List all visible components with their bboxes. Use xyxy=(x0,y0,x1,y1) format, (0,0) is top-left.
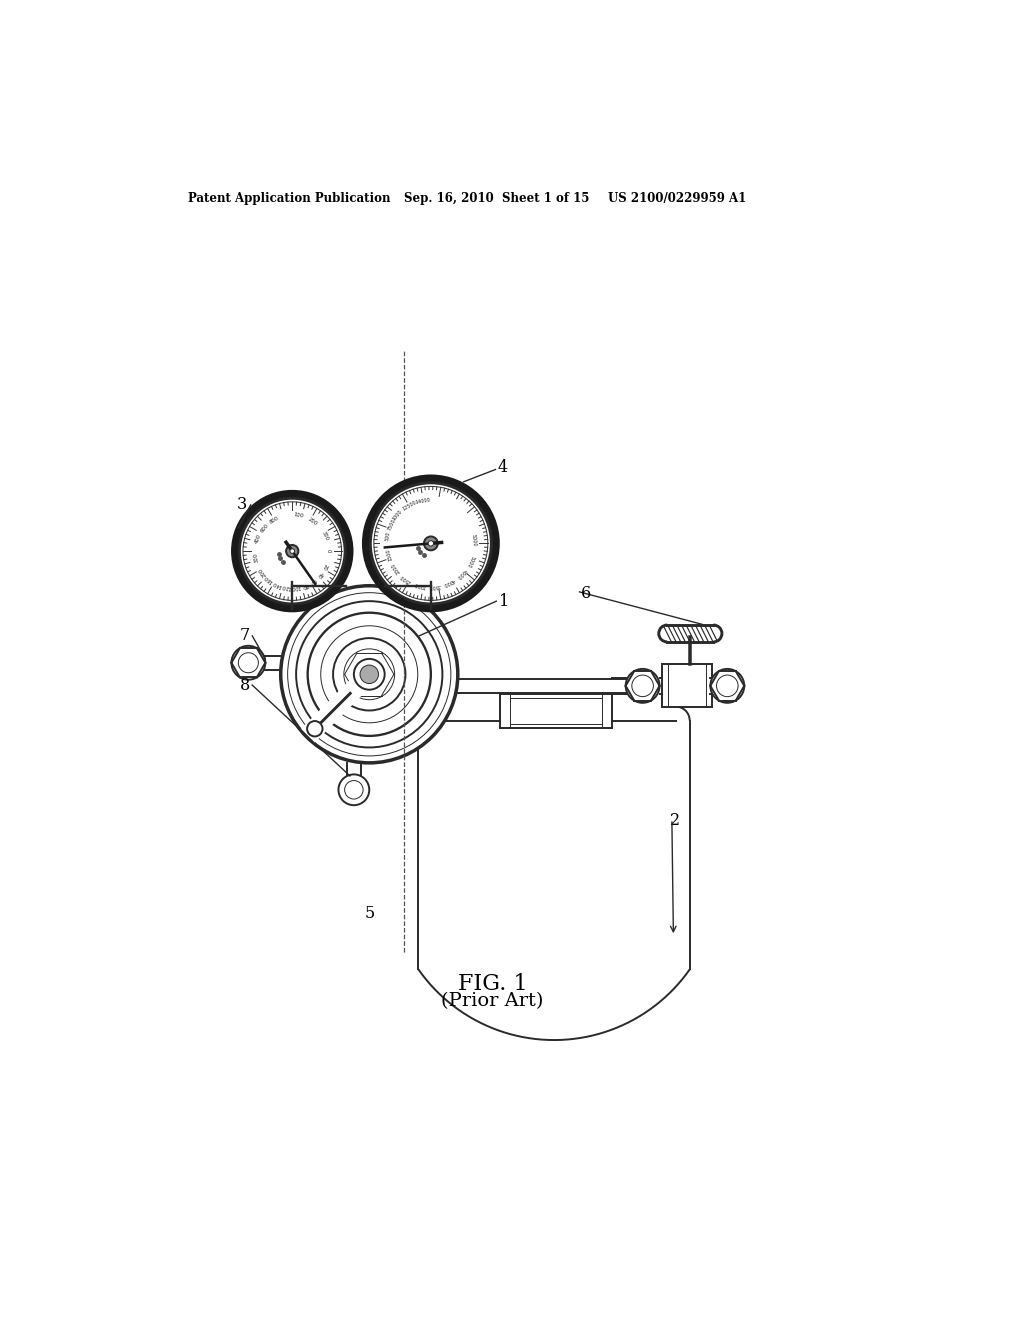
Text: 500: 500 xyxy=(385,531,391,541)
Text: 160: 160 xyxy=(263,574,274,583)
Circle shape xyxy=(428,541,433,546)
Text: 4000: 4000 xyxy=(442,578,456,587)
Circle shape xyxy=(290,549,295,553)
Text: 20: 20 xyxy=(322,562,329,570)
Text: 3: 3 xyxy=(237,496,247,513)
Circle shape xyxy=(374,487,487,601)
Circle shape xyxy=(281,586,458,763)
Text: 4: 4 xyxy=(497,459,507,477)
Text: 14000: 14000 xyxy=(416,498,431,504)
Text: 200: 200 xyxy=(258,566,267,577)
Text: 300: 300 xyxy=(253,552,260,562)
Text: 7: 7 xyxy=(240,627,250,644)
Text: 0: 0 xyxy=(326,549,331,553)
Circle shape xyxy=(626,669,659,702)
Text: 100: 100 xyxy=(290,585,301,590)
Text: 1500: 1500 xyxy=(385,548,393,561)
Text: 5000: 5000 xyxy=(471,533,477,546)
Text: 60: 60 xyxy=(309,577,317,585)
Circle shape xyxy=(371,483,490,603)
Circle shape xyxy=(711,669,744,702)
Text: 4500: 4500 xyxy=(455,568,468,579)
Text: 300: 300 xyxy=(321,531,330,541)
Circle shape xyxy=(345,780,364,799)
Text: 8: 8 xyxy=(240,677,250,694)
Text: Patent Application Publication: Patent Application Publication xyxy=(188,191,391,205)
Circle shape xyxy=(286,545,298,557)
Text: 12500: 12500 xyxy=(401,500,418,512)
Circle shape xyxy=(632,675,653,697)
Text: 80: 80 xyxy=(301,582,308,589)
Text: 600: 600 xyxy=(259,523,269,533)
Text: 3000: 3000 xyxy=(413,581,426,589)
Circle shape xyxy=(243,502,342,601)
Circle shape xyxy=(240,499,345,603)
Text: 800: 800 xyxy=(268,515,280,524)
Text: 40: 40 xyxy=(315,570,324,578)
Circle shape xyxy=(288,593,451,756)
Circle shape xyxy=(296,601,442,747)
Circle shape xyxy=(307,721,323,737)
Text: 6: 6 xyxy=(581,585,591,602)
Text: (Prior Art): (Prior Art) xyxy=(441,993,544,1011)
Circle shape xyxy=(234,494,350,609)
Text: 5: 5 xyxy=(365,904,375,921)
Circle shape xyxy=(231,645,265,680)
Text: 5000: 5000 xyxy=(465,554,475,569)
Circle shape xyxy=(354,659,385,689)
Circle shape xyxy=(717,675,738,697)
Circle shape xyxy=(366,478,497,609)
Circle shape xyxy=(239,653,258,673)
Circle shape xyxy=(344,649,394,700)
Text: Sep. 16, 2010  Sheet 1 of 15: Sep. 16, 2010 Sheet 1 of 15 xyxy=(403,191,589,205)
Text: 120: 120 xyxy=(281,583,292,590)
Text: 1: 1 xyxy=(499,593,509,610)
Text: 3500: 3500 xyxy=(428,583,441,590)
Text: 2500: 2500 xyxy=(399,573,413,585)
Circle shape xyxy=(333,638,406,710)
Bar xyxy=(662,664,712,708)
Text: 140: 140 xyxy=(271,579,283,589)
Text: 2000: 2000 xyxy=(390,561,401,574)
Text: 100: 100 xyxy=(293,512,304,519)
Circle shape xyxy=(339,775,370,805)
Circle shape xyxy=(360,665,379,684)
Text: 400: 400 xyxy=(254,533,262,544)
Circle shape xyxy=(307,612,431,737)
Circle shape xyxy=(424,536,438,550)
Circle shape xyxy=(321,626,418,723)
Text: 200: 200 xyxy=(307,516,318,527)
Text: 2: 2 xyxy=(670,812,680,829)
Text: FIG. 1: FIG. 1 xyxy=(458,973,527,995)
Text: 1000: 1000 xyxy=(392,510,403,523)
Text: US 2100/0229959 A1: US 2100/0229959 A1 xyxy=(608,191,746,205)
Text: 7500: 7500 xyxy=(387,519,396,532)
